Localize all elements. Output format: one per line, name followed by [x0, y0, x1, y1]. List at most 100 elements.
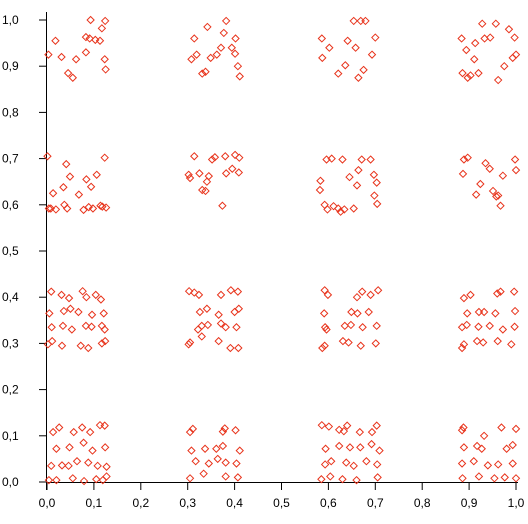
data-point — [349, 204, 358, 213]
data-point — [51, 36, 60, 45]
data-point — [320, 286, 329, 295]
y-axis-ticks: 0,0 0,1 0,2 0,3 0,4 0,5 0,6 0,7 0,8 0,9 1,0 — [2, 13, 47, 489]
data-point — [184, 286, 194, 296]
data-point — [470, 38, 480, 48]
data-point — [74, 190, 84, 199]
data-point — [321, 444, 330, 453]
y-tick-label: 0,8 — [2, 105, 19, 119]
data-point — [235, 446, 244, 455]
data-point — [79, 476, 89, 486]
data-point — [355, 427, 365, 437]
data-point — [100, 153, 109, 162]
data-point — [358, 323, 367, 332]
data-point — [474, 472, 484, 481]
y-tick-label: 1,0 — [2, 13, 19, 27]
data-point — [316, 176, 325, 185]
data-point — [185, 338, 195, 347]
data-point — [511, 474, 521, 483]
data-point — [341, 61, 350, 70]
data-point — [323, 290, 333, 300]
data-point — [353, 309, 362, 318]
data-point — [324, 422, 334, 431]
data-point — [218, 427, 228, 436]
data-point — [466, 290, 475, 300]
data-point — [57, 52, 66, 62]
data-point — [72, 457, 82, 466]
data-point — [371, 33, 380, 42]
data-point — [216, 43, 226, 52]
data-point — [493, 191, 503, 200]
data-point — [57, 290, 66, 300]
data-point — [463, 73, 472, 82]
data-point — [204, 171, 214, 181]
data-point — [47, 323, 56, 332]
data-point — [200, 444, 210, 453]
data-point — [458, 169, 468, 179]
data-point — [323, 205, 332, 214]
data-point — [81, 48, 91, 57]
data-point — [57, 341, 67, 350]
data-point — [510, 322, 519, 331]
data-point — [52, 475, 61, 485]
data-point — [201, 186, 210, 196]
data-point — [71, 55, 81, 64]
data-point — [85, 427, 95, 437]
data-point — [68, 474, 78, 483]
data-point — [338, 155, 347, 164]
x-tick-label: 0,0 — [39, 496, 56, 510]
data-point — [342, 458, 351, 467]
data-point — [342, 421, 352, 430]
data-point — [463, 153, 472, 162]
data-point — [52, 444, 61, 453]
data-point — [327, 457, 336, 466]
data-point — [84, 202, 93, 212]
data-point — [357, 287, 367, 296]
data-point — [65, 172, 75, 181]
data-point — [485, 321, 494, 331]
data-point — [372, 199, 382, 209]
data-point — [221, 458, 230, 467]
data-point — [43, 152, 52, 161]
data-point — [493, 336, 502, 346]
data-point — [508, 459, 517, 468]
data-point — [87, 322, 96, 331]
y-tick-label: 0,3 — [2, 336, 19, 350]
data-point — [188, 424, 198, 434]
data-point — [339, 426, 349, 436]
data-points — [43, 15, 521, 486]
data-point — [457, 426, 467, 435]
data-point — [459, 340, 469, 349]
data-point — [102, 472, 111, 481]
data-point — [483, 461, 493, 470]
data-point — [354, 73, 363, 82]
data-point — [327, 154, 336, 163]
data-point — [507, 340, 516, 349]
data-point — [510, 155, 520, 164]
data-point — [220, 424, 229, 433]
data-point — [362, 457, 371, 466]
data-point — [472, 441, 482, 451]
data-point — [351, 43, 360, 52]
data-point — [492, 192, 501, 201]
data-point — [216, 319, 226, 328]
data-point — [366, 155, 375, 164]
data-point — [474, 307, 484, 317]
data-point — [191, 457, 200, 466]
data-point — [372, 421, 381, 430]
data-point — [340, 321, 350, 331]
data-point — [62, 204, 72, 213]
data-point — [344, 338, 353, 347]
data-point — [78, 286, 87, 296]
data-point — [203, 320, 213, 330]
data-point — [96, 201, 105, 210]
data-point — [235, 153, 244, 162]
data-point — [367, 439, 376, 449]
data-point — [214, 310, 223, 319]
data-point — [318, 53, 327, 63]
y-tick-label: 0,7 — [2, 152, 19, 166]
data-point — [214, 336, 223, 346]
data-point — [462, 45, 471, 55]
data-point — [45, 309, 54, 318]
data-point — [366, 290, 375, 300]
data-point — [195, 307, 205, 317]
